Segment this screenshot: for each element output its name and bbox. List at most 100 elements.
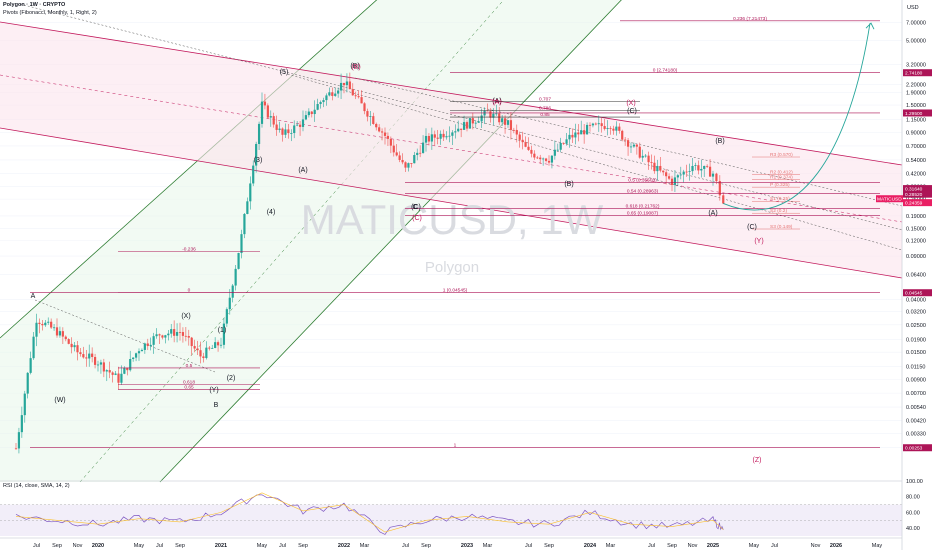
candle-body — [398, 155, 401, 160]
candle-body — [331, 92, 334, 96]
candle — [331, 87, 334, 101]
candle-body — [439, 133, 442, 139]
candle — [167, 329, 170, 341]
candle — [269, 110, 272, 127]
time-tick: Sep — [175, 543, 185, 549]
candle — [571, 128, 574, 143]
candle — [457, 120, 460, 133]
candle-body — [492, 113, 495, 118]
rsi-legend[interactable]: RSI (14, close, SMA, 14, 2) — [3, 483, 70, 489]
candle-body — [360, 97, 363, 104]
candle-body — [644, 155, 647, 157]
candle — [503, 115, 507, 134]
candle-body — [521, 139, 524, 143]
candle — [574, 123, 577, 145]
candle-body — [565, 139, 568, 144]
candle-body — [211, 347, 214, 349]
descending-channel-mid — [0, 74, 903, 223]
candle — [471, 112, 474, 130]
price-tick: 1.90000 — [906, 90, 926, 96]
candle — [23, 390, 26, 423]
candle-body — [184, 335, 187, 337]
candle — [52, 323, 56, 331]
candle-body — [454, 131, 457, 133]
candle — [495, 104, 498, 116]
wave-label: (5) — [280, 69, 289, 76]
candle-body — [591, 123, 595, 126]
candle-body — [99, 362, 103, 365]
candle-body — [427, 135, 431, 142]
candle-body — [673, 177, 677, 185]
price-tick: 0.04000 — [906, 298, 926, 304]
fib-level-label: -0.236 — [182, 246, 196, 252]
candle — [225, 307, 228, 327]
candle-body — [474, 122, 477, 124]
candle-body — [334, 93, 337, 96]
candle — [249, 176, 252, 210]
candle — [304, 110, 308, 121]
candle-body — [688, 171, 691, 172]
candle-body — [345, 81, 349, 86]
candle-body — [571, 134, 574, 138]
candle-body — [173, 329, 176, 336]
candle — [199, 341, 202, 364]
time-tick: Sep — [544, 543, 554, 549]
time-tick: Sep — [667, 543, 677, 549]
wave-label-pink: (A) — [492, 99, 501, 106]
candle-body — [50, 321, 53, 328]
descending-channel-upper — [0, 21, 903, 166]
candle — [134, 352, 138, 362]
candle — [647, 151, 650, 170]
candle-body — [269, 116, 272, 118]
fib-level-label: 0.65 — [184, 384, 194, 390]
descending-channel-lower — [0, 127, 903, 279]
candle — [120, 365, 123, 385]
candle — [378, 124, 381, 133]
candle — [372, 112, 375, 125]
candle — [152, 332, 155, 354]
candle-body — [380, 131, 384, 133]
candle-body — [231, 285, 234, 298]
candle — [468, 117, 472, 129]
time-axis[interactable]: Jul Sep Nov 2020 May Jul Sep 2021 May Jul Sep 2022 M… — [0, 537, 902, 549]
candle-body — [615, 126, 618, 131]
indicator-legend[interactable]: Pivots (Fibonacci, Monthly, 1, Right, 2) — [3, 10, 97, 16]
candle — [506, 120, 510, 128]
candle-body — [146, 343, 149, 347]
rsi-panel — [0, 480, 902, 536]
candle — [266, 103, 269, 119]
candle — [237, 252, 240, 270]
candle — [252, 160, 255, 187]
candle-body — [105, 370, 108, 372]
candle-body — [609, 128, 612, 129]
candle-body — [653, 162, 656, 172]
candle-body — [14, 448, 18, 450]
candle-body — [722, 195, 725, 204]
candle-body — [662, 170, 665, 173]
candle — [50, 318, 53, 330]
candle-body — [70, 343, 73, 348]
candle — [509, 112, 513, 140]
time-tick: 2024 — [584, 543, 597, 549]
candle-body — [255, 143, 258, 166]
watermark: MATICUSD, 1W Polygon — [301, 196, 604, 276]
time-tick: Mar — [483, 543, 493, 549]
candle-body — [357, 96, 360, 98]
price-tick: 0.54000 — [906, 158, 926, 164]
candle-body — [82, 354, 85, 358]
time-tick: 2023 — [461, 543, 473, 549]
candle-body — [603, 126, 606, 129]
candle-body — [553, 149, 556, 156]
pivot-label: S3 (0.149) — [770, 224, 793, 230]
candle — [214, 337, 217, 349]
time-tick: May — [872, 543, 883, 549]
candle — [462, 115, 466, 130]
candle — [618, 123, 621, 134]
wave-label: (3) — [254, 157, 263, 164]
wave-label-pink: (C) — [412, 215, 422, 222]
candle-body — [275, 124, 278, 130]
candle — [685, 164, 688, 177]
time-tick: 2026 — [830, 543, 842, 549]
